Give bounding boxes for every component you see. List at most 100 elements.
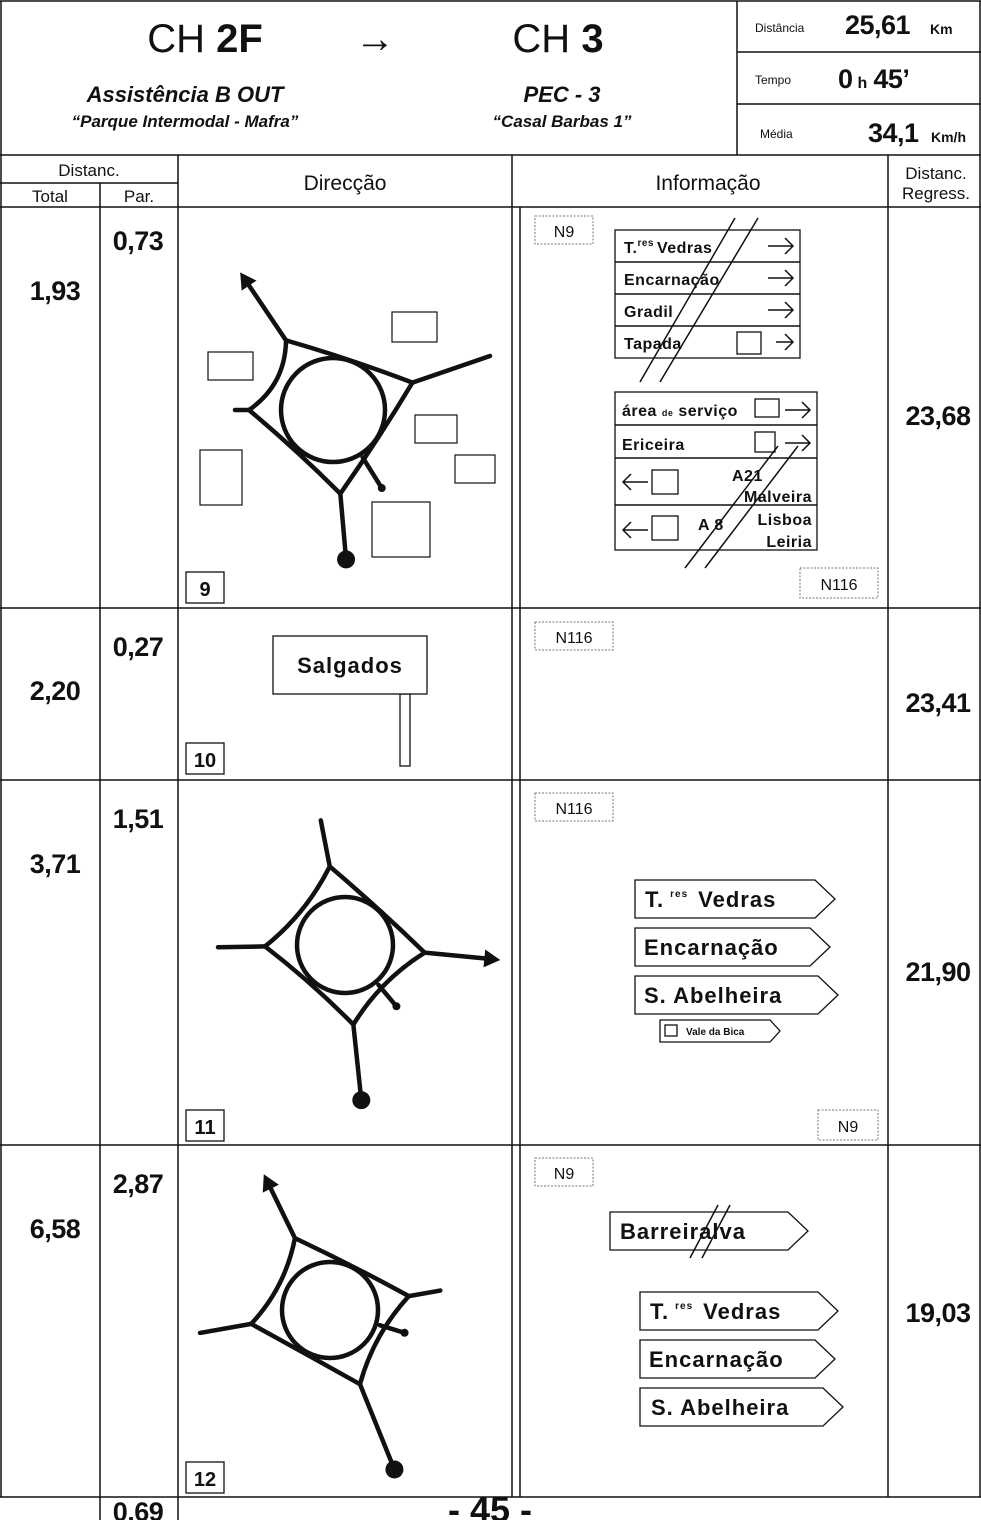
sign-text: Barreiralva [620,1219,746,1244]
road-edge [246,407,343,496]
roundabout [278,355,388,465]
box-number: 10 [194,750,216,772]
sign-text: A 8 [698,517,724,534]
box [185,742,225,775]
to-control: CH 3 [512,17,603,61]
roundabout [294,894,396,996]
buildings [199,311,496,558]
sign-text: Leiria [766,534,812,551]
shape [371,501,431,558]
road-in: N116 [555,630,592,647]
sign-text: Tapada [624,336,682,353]
road-edge [248,1321,363,1387]
shape [754,398,780,418]
shape [391,311,438,343]
road [357,1381,397,1472]
box-number: 11 [194,1117,215,1139]
tag [534,621,614,651]
total: 6,58 [30,1214,81,1244]
road-edge [327,864,427,955]
shape [754,431,776,453]
road-edge [357,1293,412,1387]
partial: 0,73 [113,226,164,256]
road [422,950,487,961]
road [318,818,332,869]
t: T. [624,240,637,257]
remaining: 23,41 [905,688,971,718]
sign-text: Ericeira [622,437,685,454]
partial: 0,27 [113,632,164,662]
shape [651,469,679,495]
col-header: Distanc. [905,164,966,183]
marker-dot [377,484,386,493]
box [185,1461,225,1494]
remaining: 19,03 [905,1298,971,1328]
partial: 2,87 [113,1169,164,1199]
shape [634,975,839,1015]
arrow: → [355,17,395,61]
prefix: CH [147,17,205,61]
start-dot [337,550,356,569]
shape [272,635,428,695]
col-header: Par. [124,187,154,206]
marker [377,1322,407,1336]
tag [817,1109,879,1141]
box-numbers: 9 10 11 12 [185,571,225,1494]
sign-panel: T.res Vedras Encarnação Gradil Tapada áre… [614,217,818,569]
to-name: PEC - 3 [523,82,600,107]
sup: res [670,889,688,900]
road-edge [262,944,356,1027]
marker-dot [392,1002,401,1011]
marker [360,455,385,491]
box-number: 12 [194,1469,216,1491]
road-edge [292,1235,412,1299]
prefix: CH [512,17,570,61]
hours: 0 [838,64,853,94]
t: T. [650,1299,669,1324]
box [185,1109,225,1142]
road-edge [283,338,415,385]
road [197,1321,254,1336]
road-edge [246,338,289,413]
shape [609,1211,809,1251]
stat-unit: Km/h [931,129,966,145]
box [185,571,225,604]
t: área [622,403,657,420]
arrow-head [262,1174,279,1193]
from-place: “Parque Intermodal - Mafra” [72,112,299,131]
shape [651,515,679,541]
from-name: Assistência B OUT [86,82,285,107]
shape [634,879,836,919]
start-dot [352,1091,371,1110]
shape [768,237,795,351]
box-number: 9 [199,579,210,601]
stat-time: 0 h 45’ [838,64,909,94]
shape [199,449,243,506]
tag [534,1157,594,1187]
col-header: Direcção [304,172,387,195]
panel [614,391,818,551]
stat-label: Média [760,127,793,141]
code: 3 [581,17,603,61]
sup: res [637,238,654,249]
direction-signs: T. res Vedras Encarnação S. Abelheira Vale… [634,879,839,1043]
road-in: N116 [555,801,592,818]
tag [799,567,879,599]
shape [639,1291,839,1331]
sign-text: Salgados [297,653,403,678]
start-dot [385,1460,404,1479]
road-edge [351,950,427,1027]
col-header: Total [32,187,68,206]
road [268,1186,298,1241]
stat-unit: Km [930,21,953,37]
sign-text: Lisboa [757,512,812,529]
page-number: - 45 - [448,1489,532,1520]
road [215,944,268,950]
shape [639,217,799,569]
roundabout [279,1259,381,1361]
sign-text: Gradil [624,304,673,321]
